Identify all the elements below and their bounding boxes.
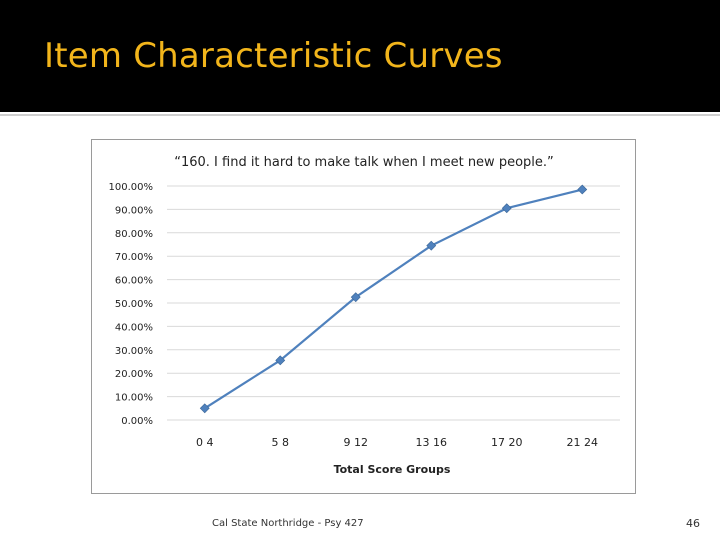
y-tick-label: 40.00% <box>115 322 153 333</box>
data-point-marker <box>199 403 210 414</box>
slide-title: Item Characteristic Curves <box>44 36 503 76</box>
title-divider <box>0 114 720 116</box>
y-tick-label: 100.00% <box>109 182 154 193</box>
y-tick-label: 80.00% <box>115 229 153 240</box>
data-point-marker <box>501 203 512 214</box>
x-tick-label: 21 24 <box>567 436 599 449</box>
y-tick-label: 0.00% <box>121 416 153 427</box>
y-tick-label: 50.00% <box>115 299 153 310</box>
x-axis-label: Total Score Groups <box>334 463 451 476</box>
y-tick-label: 30.00% <box>115 346 153 357</box>
x-tick-label: 9 12 <box>344 436 369 449</box>
y-tick-label: 60.00% <box>115 276 153 287</box>
page-number: 46 <box>686 517 700 530</box>
data-point-marker <box>275 355 286 366</box>
y-tick-label: 90.00% <box>115 205 153 216</box>
chart-title: “160. I find it hard to make talk when I… <box>174 155 554 170</box>
footer-text: Cal State Northridge - Psy 427 <box>212 518 364 529</box>
y-tick-label: 10.00% <box>115 393 153 404</box>
x-tick-label: 5 8 <box>272 436 290 449</box>
x-tick-label: 13 16 <box>416 436 448 449</box>
data-point-marker <box>577 184 588 195</box>
series-line <box>204 188 583 410</box>
data-point-marker <box>350 292 361 303</box>
y-tick-label: 20.00% <box>115 369 153 380</box>
title-bar: Item Characteristic Curves <box>0 0 720 112</box>
x-tick-label: 17 20 <box>491 436 523 449</box>
x-tick-label: 0 4 <box>196 436 214 449</box>
y-tick-label: 70.00% <box>115 252 153 263</box>
data-point-marker <box>426 240 437 251</box>
